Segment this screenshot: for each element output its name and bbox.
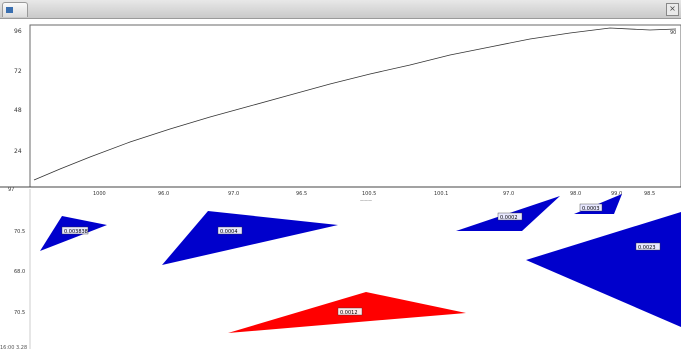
line-series [33,27,677,181]
plot-svg: 96 72 48 24 90 97 1000 96.0 97.0 96.5 10… [0,24,681,349]
triangle-label-box [635,242,661,251]
axis-label: 1000 [93,191,106,197]
y-tick-label: 96 [14,28,22,35]
triangle-label-box [337,307,363,316]
close-button[interactable]: × [666,3,679,16]
axis-label: 98.0 [570,191,581,197]
triangle-5 [526,212,681,327]
axis-label: 99.0 [611,191,622,197]
triangle-label-box [497,212,523,221]
axis-label: 97 [8,187,14,193]
triangle-label: 0.0012 [340,310,358,316]
window-titlebar: × [0,0,681,19]
axis-label: 100.5 [362,191,376,197]
status-text: 16:00 3.28 [0,345,28,351]
y-tick-label: 70.5 [14,229,25,235]
axis-sub-label: ——— [360,198,372,203]
plot-area: 96 72 48 24 90 97 1000 96.0 97.0 96.5 10… [0,19,681,353]
line-end-label: 90 [670,30,676,36]
triangle-label: 0.0004 [220,229,238,235]
top-panel-frame [29,24,681,188]
triangle-label: 0.0023 [638,245,656,251]
status-bar: 16:00 3.28 [0,345,681,353]
triangle-label-box [217,226,243,235]
y-tick-label: 70.5 [14,310,25,316]
axis-label: 96.0 [158,191,169,197]
window-tab[interactable] [2,2,28,17]
triangle-label-box [61,226,89,235]
triangle-label-box [579,203,603,212]
axis-label: 96.5 [296,191,307,197]
axis-label: 97.0 [503,191,514,197]
axis-label: 97.0 [228,191,239,197]
axis-label: 98.5 [644,191,655,197]
y-tick-label: 72 [14,68,22,75]
y-tick-label: 24 [14,148,22,155]
close-icon: × [669,4,676,13]
app-icon [6,7,13,13]
triangle-label: 0.0002 [500,215,518,221]
triangle-label: 0.0003 [582,206,600,212]
triangle-2 [162,211,338,265]
y-tick-label: 68.0 [14,269,25,275]
y-tick-label: 48 [14,107,22,114]
axis-label: 100.1 [434,191,448,197]
triangle-label: 0.003838 [64,229,88,235]
